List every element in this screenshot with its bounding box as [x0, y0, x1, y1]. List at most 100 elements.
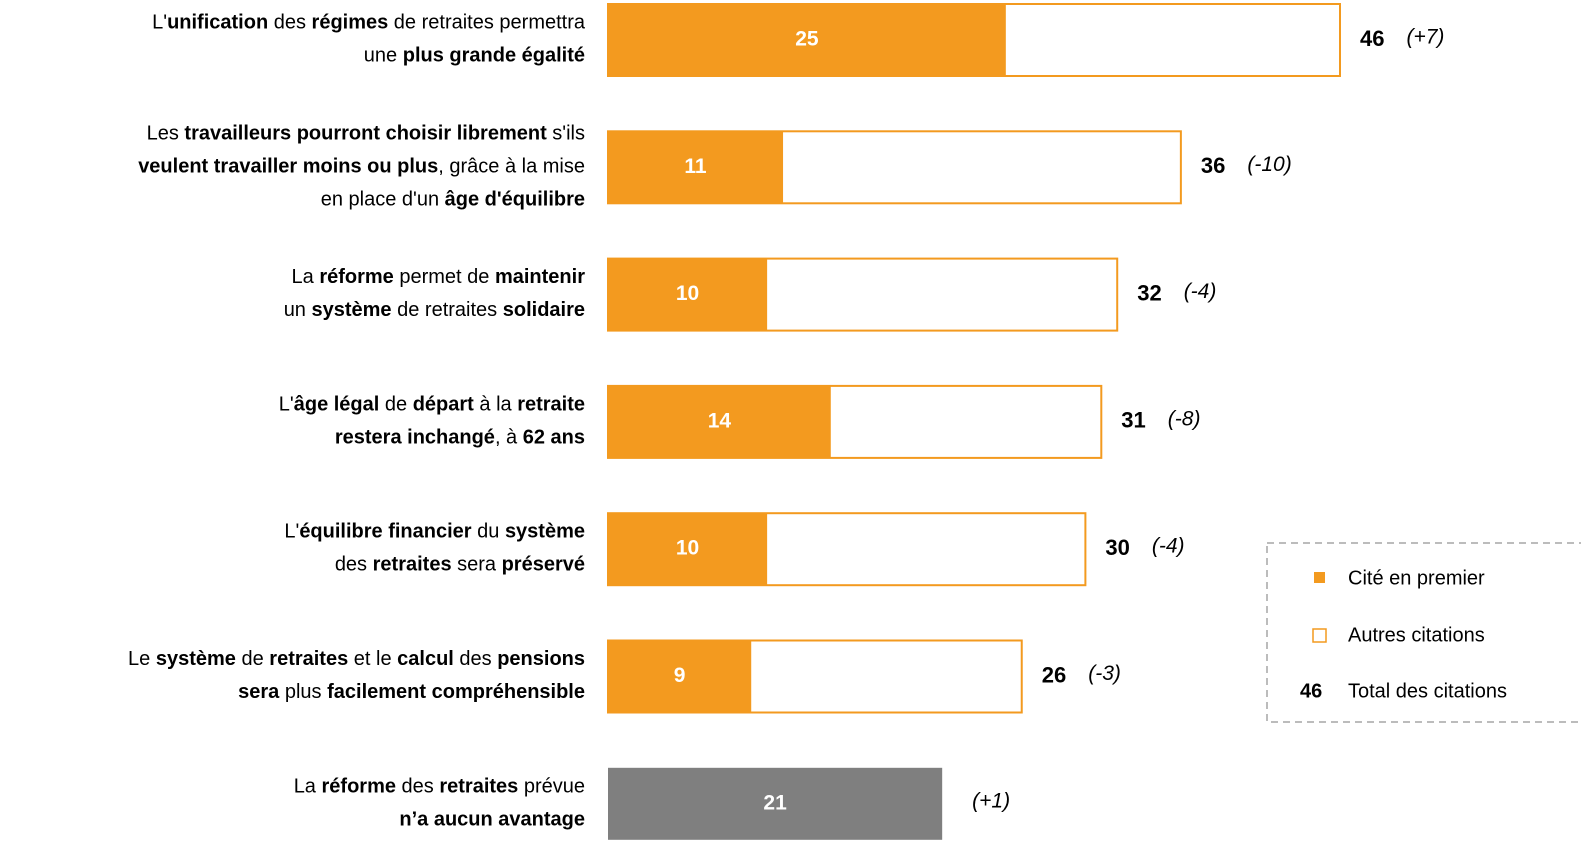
label-part: travailleurs pourront choisir librement	[184, 123, 547, 145]
label-part: Le	[128, 648, 156, 670]
total-label: 31	[1121, 408, 1145, 433]
label-part: n’a aucun avantage	[399, 809, 585, 831]
label-part: retraites	[439, 776, 518, 798]
label-part: retraites	[373, 554, 452, 576]
change-label: (-10)	[1247, 153, 1291, 176]
value-label: 10	[676, 537, 699, 560]
label-part: prévue	[518, 776, 585, 798]
first-bar	[608, 4, 1006, 76]
category-label: Le système de retraites et le calcul des…	[128, 648, 585, 670]
label-part: pensions	[497, 648, 585, 670]
first-bar	[608, 767, 943, 840]
first-bar	[608, 131, 784, 204]
label-part: s'ils	[547, 123, 585, 145]
label-part: de retraites	[392, 299, 503, 321]
legend-label: Cité en premier	[1348, 567, 1485, 589]
total-label: 36	[1201, 153, 1225, 178]
label-part: permet de	[394, 266, 495, 288]
value-label: 21	[763, 791, 787, 814]
label-part: La	[294, 776, 322, 798]
category-label: sera plus facilement compréhensible	[238, 681, 585, 703]
label-part: réforme	[322, 776, 396, 798]
category-label: veulent travailler moins ou plus, grâce …	[138, 156, 585, 178]
category-label: L'âge légal de départ à la retraite	[279, 394, 585, 416]
label-part: âge légal	[294, 394, 380, 416]
change-label: (+7)	[1406, 26, 1444, 49]
label-part: L'	[152, 12, 167, 34]
label-part: plus grande égalité	[403, 45, 585, 67]
value-label: 14	[708, 409, 732, 432]
category-label: une plus grande égalité	[364, 45, 585, 67]
total-label: 32	[1137, 280, 1161, 305]
label-part: et le	[348, 648, 397, 670]
label-part: des	[454, 648, 497, 670]
change-label: (+1)	[972, 789, 1010, 812]
total-label: 46	[1360, 26, 1384, 51]
category-label: Les travailleurs pourront choisir librem…	[147, 123, 585, 145]
label-part: à la	[474, 394, 517, 416]
label-part: des	[396, 776, 439, 798]
legend-label: Total des citations	[1348, 680, 1507, 702]
label-part: régimes	[312, 12, 389, 34]
label-part: départ	[413, 394, 474, 416]
label-part: plus	[279, 681, 327, 703]
total-label: 30	[1105, 535, 1129, 560]
label-part: système	[505, 521, 585, 543]
value-label: 10	[676, 282, 699, 305]
label-part: système	[312, 299, 392, 321]
first-bar	[608, 513, 768, 586]
first-bar	[608, 385, 831, 458]
label-part: âge d'équilibre	[445, 189, 585, 211]
category-label: La réforme permet de maintenir	[292, 266, 586, 288]
label-part: L'	[279, 394, 294, 416]
category-label: un système de retraites solidaire	[284, 299, 585, 321]
label-part: sera	[238, 681, 280, 703]
label-part: système	[156, 648, 236, 670]
label-part: L'	[284, 521, 299, 543]
label-part: La	[292, 266, 320, 288]
label-part: réforme	[319, 266, 393, 288]
label-part: en place d'un	[321, 189, 445, 211]
category-label: en place d'un âge d'équilibre	[321, 189, 585, 211]
legend-swatch-others	[1312, 628, 1327, 643]
category-label: n’a aucun avantage	[399, 809, 585, 831]
label-part: préservé	[502, 554, 585, 576]
label-part: du	[472, 521, 505, 543]
first-bar	[608, 258, 768, 331]
label-part: , grâce à la mise	[438, 156, 585, 178]
label-part: maintenir	[495, 266, 585, 288]
value-label: 25	[795, 28, 819, 51]
label-part: de	[379, 394, 412, 416]
total-label: 26	[1042, 662, 1066, 687]
legend-total-example: 46	[1300, 680, 1322, 702]
label-part: des	[268, 12, 311, 34]
label-part: des	[335, 554, 373, 576]
legend-label: Autres citations	[1348, 624, 1485, 646]
label-part: une	[364, 45, 403, 67]
label-part: 62 ans	[523, 427, 585, 449]
label-part: Les	[147, 123, 185, 145]
label-part: unification	[167, 12, 268, 34]
change-label: (-3)	[1088, 662, 1121, 685]
label-part: restera inchangé	[335, 427, 495, 449]
label-part: , à	[495, 427, 523, 449]
change-label: (-4)	[1152, 535, 1185, 558]
label-part: calcul	[397, 648, 454, 670]
change-label: (-8)	[1168, 407, 1201, 430]
value-label: 11	[684, 155, 707, 178]
legend-swatch-first	[1314, 572, 1325, 583]
label-part: sera	[452, 554, 502, 576]
legend-box	[1266, 542, 1581, 723]
label-part: veulent travailler moins ou plus	[138, 156, 438, 178]
category-label: La réforme des retraites prévue	[294, 776, 585, 798]
label-part: de retraites permettra	[388, 12, 586, 34]
label-part: un	[284, 299, 312, 321]
category-label: restera inchangé, à 62 ans	[335, 427, 585, 449]
label-part: solidaire	[503, 299, 585, 321]
label-part: retraites	[269, 648, 348, 670]
label-part: équilibre financier	[299, 521, 471, 543]
label-part: retraite	[517, 394, 585, 416]
category-label: des retraites sera préservé	[335, 554, 585, 576]
first-bar	[608, 640, 752, 713]
